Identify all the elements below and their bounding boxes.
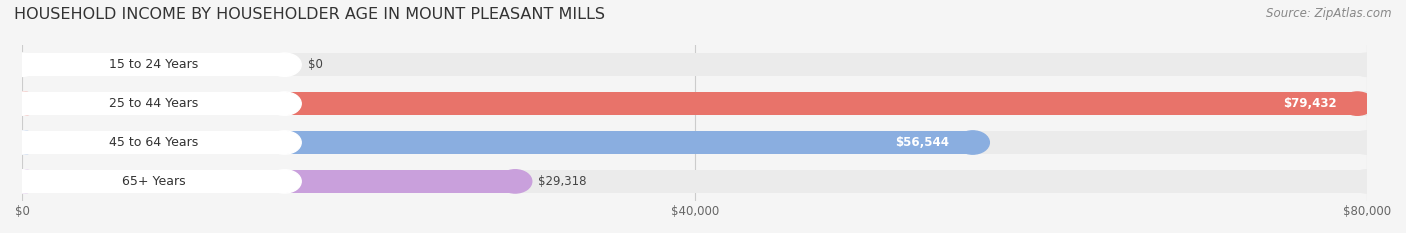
Bar — [22, 131, 284, 154]
Text: 15 to 24 Years: 15 to 24 Years — [108, 58, 198, 71]
Ellipse shape — [1350, 170, 1384, 193]
Ellipse shape — [269, 53, 301, 76]
Ellipse shape — [6, 170, 39, 193]
Bar — [22, 170, 515, 193]
Ellipse shape — [1341, 92, 1374, 115]
Ellipse shape — [269, 170, 301, 193]
Ellipse shape — [1350, 92, 1384, 115]
Ellipse shape — [1350, 131, 1384, 154]
Bar — [22, 53, 284, 76]
Bar — [22, 53, 1367, 76]
Ellipse shape — [6, 170, 39, 193]
Bar — [22, 170, 284, 193]
Text: 65+ Years: 65+ Years — [122, 175, 186, 188]
Bar — [22, 92, 1357, 115]
Ellipse shape — [6, 131, 39, 154]
Ellipse shape — [6, 53, 39, 76]
Text: $0: $0 — [308, 58, 323, 71]
Text: $29,318: $29,318 — [538, 175, 586, 188]
Ellipse shape — [6, 131, 39, 154]
Text: HOUSEHOLD INCOME BY HOUSEHOLDER AGE IN MOUNT PLEASANT MILLS: HOUSEHOLD INCOME BY HOUSEHOLDER AGE IN M… — [14, 7, 605, 22]
Bar — [22, 92, 1367, 115]
Ellipse shape — [269, 92, 301, 115]
Ellipse shape — [6, 92, 39, 115]
Bar — [22, 131, 973, 154]
Bar — [22, 131, 1367, 154]
Ellipse shape — [6, 170, 39, 193]
Ellipse shape — [1350, 53, 1384, 76]
Ellipse shape — [6, 92, 39, 115]
Ellipse shape — [6, 92, 39, 115]
Ellipse shape — [269, 131, 301, 154]
Text: $79,432: $79,432 — [1284, 97, 1337, 110]
Ellipse shape — [6, 131, 39, 154]
Ellipse shape — [6, 53, 39, 76]
Text: Source: ZipAtlas.com: Source: ZipAtlas.com — [1267, 7, 1392, 20]
Bar — [22, 92, 284, 115]
Text: 25 to 44 Years: 25 to 44 Years — [108, 97, 198, 110]
Text: $56,544: $56,544 — [896, 136, 949, 149]
Bar — [22, 170, 1367, 193]
Ellipse shape — [499, 170, 531, 193]
Text: 45 to 64 Years: 45 to 64 Years — [108, 136, 198, 149]
Ellipse shape — [956, 131, 990, 154]
